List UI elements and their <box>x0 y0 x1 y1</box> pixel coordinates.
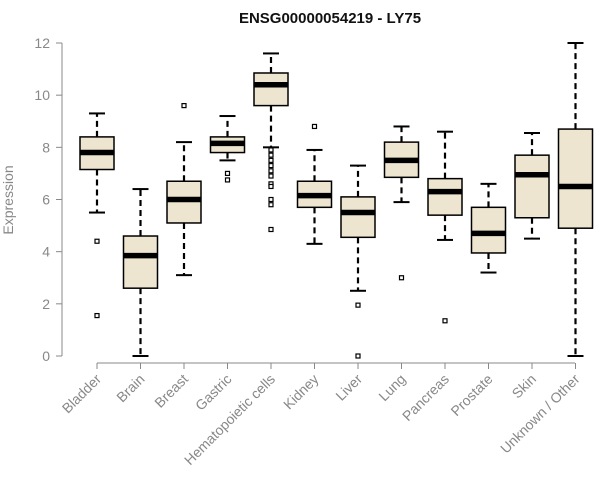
box-group <box>514 131 550 240</box>
outlier-point <box>94 238 100 244</box>
y-tick-label: 6 <box>42 192 50 208</box>
x-tick-label: Brain <box>113 371 147 405</box>
box-group <box>122 188 159 357</box>
box-group <box>79 112 115 319</box>
outlier-point <box>181 102 187 109</box>
y-tick-label: 8 <box>42 139 50 155</box>
box-iqr <box>122 235 159 289</box>
outlier-point <box>311 123 318 130</box>
y-tick-label: 0 <box>42 348 50 364</box>
outlier-point <box>268 196 274 203</box>
outlier-point <box>224 170 231 177</box>
outlier-point <box>268 173 274 179</box>
outlier-point <box>268 162 274 169</box>
x-tick-label: Breast <box>151 371 191 411</box>
box-group <box>383 125 420 281</box>
outlier-point <box>268 152 274 158</box>
boxes-layer <box>79 42 594 359</box>
x-tick-label: Pancreas <box>399 371 452 424</box>
chart-title: ENSG00000054219 - LY75 <box>239 10 421 27</box>
x-tick-label: Prostate <box>447 371 495 419</box>
outlier-point <box>268 202 274 208</box>
outlier-point <box>398 275 405 281</box>
outlier-point <box>268 226 274 233</box>
y-tick-label: 4 <box>42 244 50 260</box>
box-group <box>253 52 289 233</box>
box-group <box>296 123 333 245</box>
box-iqr <box>557 128 594 229</box>
box-group <box>340 164 376 359</box>
box-iqr <box>427 177 463 216</box>
x-tick-label: Gastric <box>192 371 235 414</box>
box-group <box>557 42 594 357</box>
box-group <box>427 130 463 324</box>
y-tick-label: 12 <box>34 35 50 51</box>
box-iqr <box>340 196 376 239</box>
box-iqr <box>514 154 550 219</box>
outlier-point <box>268 183 274 190</box>
outlier-point <box>355 353 361 359</box>
outlier-point <box>442 318 448 324</box>
outlier-point <box>268 147 274 153</box>
box-group <box>470 182 507 274</box>
x-tick-label: Liver <box>332 371 365 404</box>
x-tick-label: Lung <box>375 371 408 404</box>
axes: 0 2 4 6 8 10 12 <box>34 35 576 369</box>
y-axis-label: Expression <box>0 165 16 234</box>
x-tick-label: Unknown / Other <box>497 371 583 457</box>
outlier-point <box>268 157 274 163</box>
box-iqr <box>253 72 289 107</box>
box-group <box>209 115 246 183</box>
outlier-point <box>94 312 100 319</box>
y-tick-label: 2 <box>42 296 50 312</box>
box-group <box>166 102 202 277</box>
x-tick-label: Bladder <box>59 371 105 417</box>
x-tick-label: Skin <box>509 371 540 402</box>
outlier-point <box>224 177 231 183</box>
outlier-point <box>268 168 274 174</box>
outlier-point <box>355 302 361 308</box>
y-tick-label: 10 <box>34 87 50 103</box>
x-tick-label: Kidney <box>280 371 322 413</box>
box-iqr <box>470 206 507 254</box>
